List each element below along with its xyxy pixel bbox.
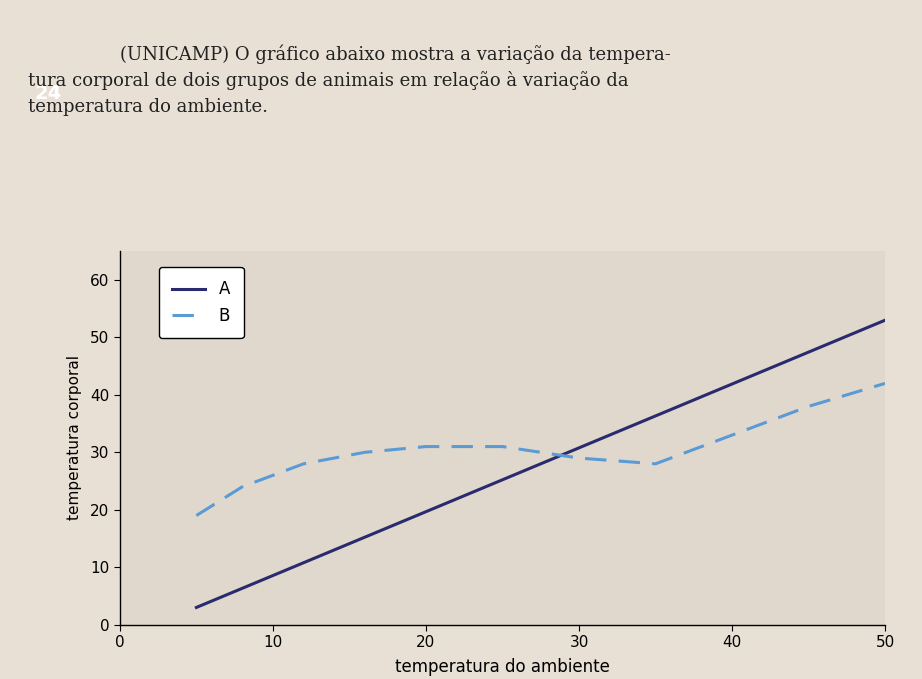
Text: 24: 24: [35, 84, 62, 103]
B: [360, 448, 371, 456]
Text: tura corporal de dois grupos de animais em relação à variação da: tura corporal de dois grupos de animais …: [28, 71, 628, 90]
B: [420, 443, 431, 451]
Text: (UNICAMP) O gráfico abaixo mostra a variação da tempera-: (UNICAMP) O gráfico abaixo mostra a vari…: [120, 44, 670, 64]
B: [237, 483, 248, 491]
B: [298, 460, 309, 468]
B: [191, 511, 202, 519]
B: [497, 443, 508, 451]
Y-axis label: temperatura corporal: temperatura corporal: [66, 355, 82, 521]
B: [803, 402, 814, 410]
B: [727, 431, 738, 439]
X-axis label: temperatura do ambiente: temperatura do ambiente: [395, 659, 610, 676]
B: [573, 454, 585, 462]
Text: temperatura do ambiente.: temperatura do ambiente.: [28, 98, 267, 117]
B: [880, 380, 891, 388]
Legend: A, B: A, B: [159, 267, 243, 338]
B: [650, 460, 661, 468]
Line: B: B: [196, 384, 885, 515]
